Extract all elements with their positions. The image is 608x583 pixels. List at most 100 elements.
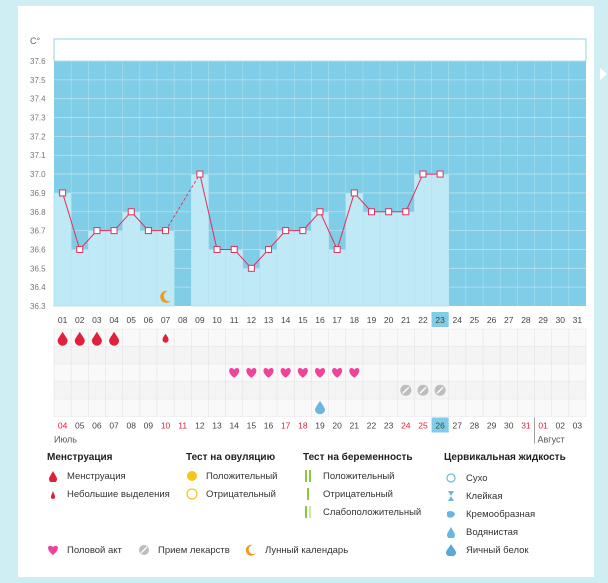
temperature-bar [396, 211, 415, 307]
cycle-day-label: 04 [109, 315, 119, 325]
heart-icon [332, 368, 343, 378]
cycle-day-label: 09 [195, 315, 205, 325]
cycle-day-label: 15 [298, 315, 308, 325]
blood-drop-icon [57, 331, 68, 346]
cycle-day-label: 21 [401, 315, 411, 325]
date-label: 04 [58, 421, 68, 431]
date-label: 22 [367, 421, 377, 431]
y-tick-label: 37.2 [30, 132, 46, 141]
temperature-point [316, 208, 324, 216]
temperature-bar [379, 211, 398, 307]
temperature-point [367, 208, 375, 216]
legend-cerv-watery-label: Водянистая [466, 526, 519, 538]
legend-lunar: Лунный календарь [245, 544, 348, 556]
legend-ovul-neg-label: Отрицательный [206, 488, 276, 500]
cycle-day-label: 28 [521, 315, 531, 325]
cycle-day-label: 11 [230, 315, 239, 325]
temperature-point [127, 208, 135, 216]
hourglass-icon [446, 490, 460, 502]
egg-white-drop-icon [446, 544, 460, 557]
y-tick-label: 37.0 [30, 170, 46, 179]
date-label: 18 [298, 421, 308, 431]
top-strip [0, 0, 608, 6]
y-tick-label: 37.1 [30, 151, 46, 160]
pill-icon-line [402, 386, 410, 394]
temperature-point [230, 245, 238, 253]
heart-icon [314, 368, 326, 378]
egg-white-drop-icon [315, 400, 325, 415]
date-label: 27 [453, 421, 463, 431]
temperature-bar [362, 211, 381, 307]
y-tick-label: 36.4 [30, 283, 46, 292]
legend-pregnancy-title: Тест на беременность [303, 452, 413, 463]
legend-cerv-creamy-label: Кремообразная [466, 508, 536, 520]
legend-preg-neg-label: Отрицательный [323, 488, 393, 500]
heart-icon [47, 544, 61, 556]
legend-ovulation-negative: Отрицательный [186, 488, 276, 500]
y-tick-label: 36.8 [30, 208, 46, 217]
legend-cervical-title: Цервикальная жидкость [444, 452, 566, 463]
cycle-day-label: 22 [418, 315, 428, 325]
cycle-day-label: 20 [384, 315, 394, 325]
legend-cervical-watery: Водянистая [446, 526, 519, 539]
temperature-point [247, 264, 255, 272]
date-label: 20 [332, 421, 342, 431]
cycle-day-label: 18 [350, 315, 360, 325]
temperature-bar [105, 230, 123, 307]
highlighted-day-cell [431, 312, 449, 327]
legend-medication-label: Прием лекарств [158, 544, 230, 556]
legend-menses-label: Менструация [67, 470, 126, 482]
moon-icon [160, 290, 171, 303]
cycle-day-label: 16 [315, 315, 325, 325]
legend-cervical-egg: Яичный белок [446, 544, 529, 557]
legend-intercourse-label: Половой акт [67, 544, 122, 556]
legend-intercourse: Половой акт [47, 544, 122, 556]
pill-icon-line [419, 386, 427, 394]
legend-spotting-item: Небольшие выделения [47, 488, 170, 500]
legend-cerv-dry-label: Сухо [466, 472, 488, 484]
temperature-bar [122, 211, 141, 307]
temperature-point [402, 208, 410, 216]
highlighted-date-cell [431, 417, 449, 433]
temperature-point [436, 170, 444, 178]
temperature-bar [70, 249, 89, 307]
chart-top-box [53, 38, 587, 62]
y-tick-label: 36.5 [30, 264, 46, 273]
temperature-line-dashed [165, 173, 201, 231]
chevron-right-icon[interactable] [600, 68, 607, 80]
temperature-line-segment [62, 192, 81, 250]
month-label-start: Июль [54, 435, 77, 445]
double-bar-icon [303, 470, 317, 482]
temperature-point [76, 245, 84, 253]
temperature-point [196, 170, 204, 178]
heart-icon [229, 368, 240, 378]
date-label: 23 [384, 421, 394, 431]
small-drop-icon [47, 488, 61, 500]
legend-spotting-label: Небольшие выделения [67, 488, 170, 500]
temperature-bar [276, 230, 295, 307]
cycle-day-label: 26 [487, 315, 497, 325]
cycle-day-label: 01 [58, 315, 68, 325]
temperature-bar [225, 249, 244, 307]
legend-preg-pos-label: Положительный [323, 470, 395, 482]
date-label: 21 [350, 421, 360, 431]
date-label: 08 [126, 421, 136, 431]
date-label: 25 [418, 421, 428, 431]
date-label: 17 [281, 421, 291, 431]
y-tick-label: 36.6 [30, 245, 46, 254]
month-label-next: Август [538, 435, 565, 445]
date-label: 11 [178, 421, 187, 431]
temperature-bar [242, 268, 261, 307]
temperature-bar [293, 230, 312, 307]
temperature-point [144, 227, 152, 235]
date-label: 13 [212, 421, 222, 431]
pill-icon-line [436, 386, 444, 394]
legend-ovulation-positive: Положительный [186, 470, 277, 482]
temperature-point [110, 227, 118, 235]
temperature-bar [328, 249, 347, 307]
moon-icon [245, 544, 259, 556]
temperature-bar [88, 230, 106, 307]
cycle-day-label: 25 [470, 315, 480, 325]
cycle-day-label: 30 [556, 315, 566, 325]
legend-cervical-sticky: Клейкая [446, 490, 502, 502]
